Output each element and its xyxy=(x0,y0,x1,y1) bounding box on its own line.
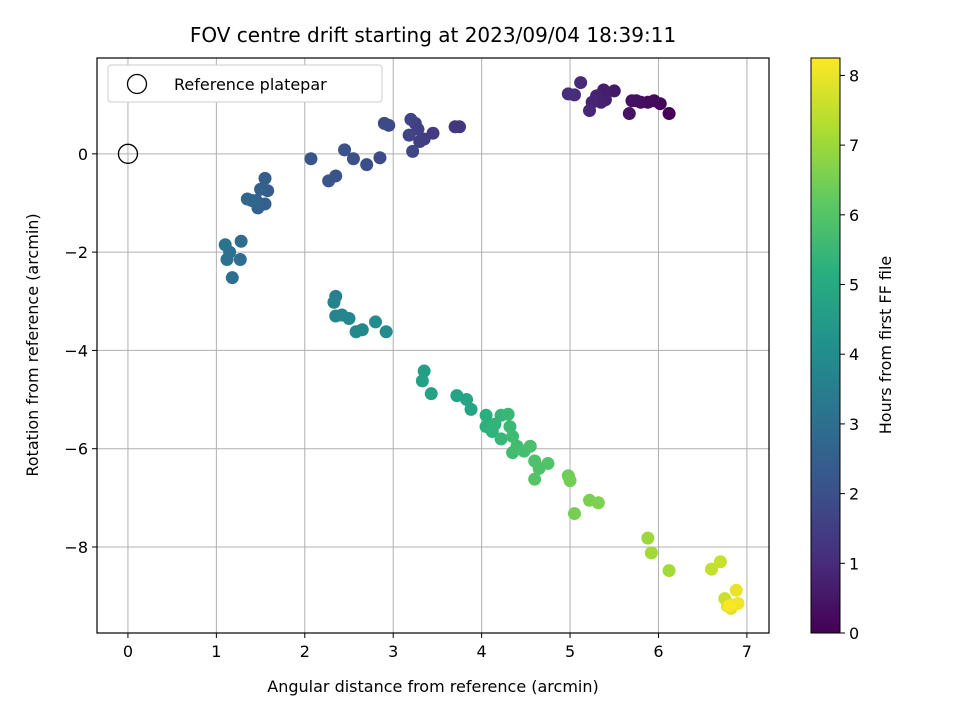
x-tick-label: 4 xyxy=(477,642,487,661)
data-point xyxy=(225,271,239,285)
data-point xyxy=(234,234,248,248)
data-point xyxy=(523,439,537,453)
data-point xyxy=(662,564,676,578)
data-point xyxy=(567,507,581,521)
data-point xyxy=(342,311,356,325)
colorbar-ticks: 0 1 2 3 4 5 6 7 8 xyxy=(840,66,859,643)
data-point xyxy=(424,387,438,401)
data-point xyxy=(220,252,234,266)
data-point xyxy=(503,420,517,434)
data-point xyxy=(563,474,577,488)
data-point xyxy=(322,174,336,188)
data-point xyxy=(406,144,420,158)
data-point xyxy=(338,143,352,157)
data-point xyxy=(494,432,508,446)
y-axis-label: Rotation from reference (arcmin) xyxy=(23,213,42,476)
y-tick-label: −6 xyxy=(64,440,88,459)
legend-entry-reference: Reference platepar xyxy=(174,75,327,94)
colorbar-tick-label: 6 xyxy=(849,206,859,225)
data-point xyxy=(591,496,605,510)
data-point xyxy=(644,546,658,560)
data-point xyxy=(625,94,639,108)
reference-point xyxy=(117,143,139,164)
data-point xyxy=(369,315,383,329)
legend: Reference platepar xyxy=(107,64,383,103)
colorbar-tick-label: 4 xyxy=(849,345,859,364)
y-tick-label: −4 xyxy=(64,341,88,360)
x-tick-label: 6 xyxy=(653,642,663,661)
x-tick-label: 3 xyxy=(388,642,398,661)
data-point xyxy=(506,429,520,443)
data-point xyxy=(402,128,416,142)
colorbar-tick-label: 2 xyxy=(849,485,859,504)
y-tick-label: −2 xyxy=(64,243,88,262)
x-tick-label: 7 xyxy=(742,642,752,661)
y-axis-ticks: −8 −6 −4 −2 0 xyxy=(64,145,97,557)
chart-title: FOV centre drift starting at 2023/09/04 … xyxy=(190,23,676,47)
data-point xyxy=(413,135,427,149)
reference-marker xyxy=(117,143,139,164)
data-point xyxy=(304,152,318,166)
data-point xyxy=(729,583,743,597)
data-point xyxy=(528,472,542,486)
data-point xyxy=(218,238,232,252)
grid-lines xyxy=(97,58,769,633)
data-point xyxy=(479,408,493,422)
data-point xyxy=(346,152,360,166)
data-point xyxy=(450,389,464,403)
data-point xyxy=(258,171,272,185)
y-tick-label: 0 xyxy=(78,145,88,164)
y-tick-label: −8 xyxy=(64,538,88,557)
data-point xyxy=(327,295,341,309)
colorbar-tick-label: 7 xyxy=(849,136,859,155)
data-point xyxy=(373,151,387,165)
data-point xyxy=(561,87,575,101)
data-point xyxy=(240,192,254,206)
data-point xyxy=(662,107,676,121)
data-point xyxy=(360,158,374,172)
x-tick-label: 1 xyxy=(211,642,221,661)
data-point xyxy=(377,116,391,130)
data-point xyxy=(355,323,369,337)
x-tick-label: 5 xyxy=(565,642,575,661)
data-point xyxy=(415,374,429,388)
data-point xyxy=(541,456,555,470)
legend-marker-icon xyxy=(126,73,148,95)
data-point xyxy=(254,182,268,196)
colorbar-label: Hours from first FF file xyxy=(876,256,895,435)
data-point xyxy=(722,599,736,613)
x-axis-ticks: 0 1 2 3 4 5 6 7 xyxy=(123,633,752,661)
data-point xyxy=(379,325,393,339)
legend-box xyxy=(107,64,383,103)
data-point xyxy=(417,364,431,378)
data-point xyxy=(233,252,247,266)
data-point xyxy=(713,555,727,569)
colorbar-gradient xyxy=(810,57,841,634)
x-axis-label: Angular distance from reference (arcmin) xyxy=(267,677,598,696)
data-points xyxy=(218,76,745,615)
colorbar-tick-label: 1 xyxy=(849,554,859,573)
data-point xyxy=(448,120,462,134)
colorbar-tick-label: 3 xyxy=(849,415,859,434)
data-point xyxy=(501,407,515,421)
colorbar: 0 1 2 3 4 5 6 7 8 Hours from first FF file xyxy=(810,57,895,643)
data-point xyxy=(464,402,478,416)
plot-frame xyxy=(96,57,770,634)
x-tick-label: 2 xyxy=(300,642,310,661)
colorbar-tick-label: 5 xyxy=(849,276,859,295)
data-point xyxy=(574,76,588,90)
data-point xyxy=(641,531,655,545)
data-point xyxy=(583,104,597,118)
data-point xyxy=(404,112,418,126)
colorbar-tick-label: 0 xyxy=(849,624,859,643)
x-tick-label: 0 xyxy=(123,642,133,661)
data-point xyxy=(705,562,719,576)
data-point xyxy=(460,393,474,407)
colorbar-tick-label: 8 xyxy=(849,66,859,85)
data-point xyxy=(622,107,636,121)
